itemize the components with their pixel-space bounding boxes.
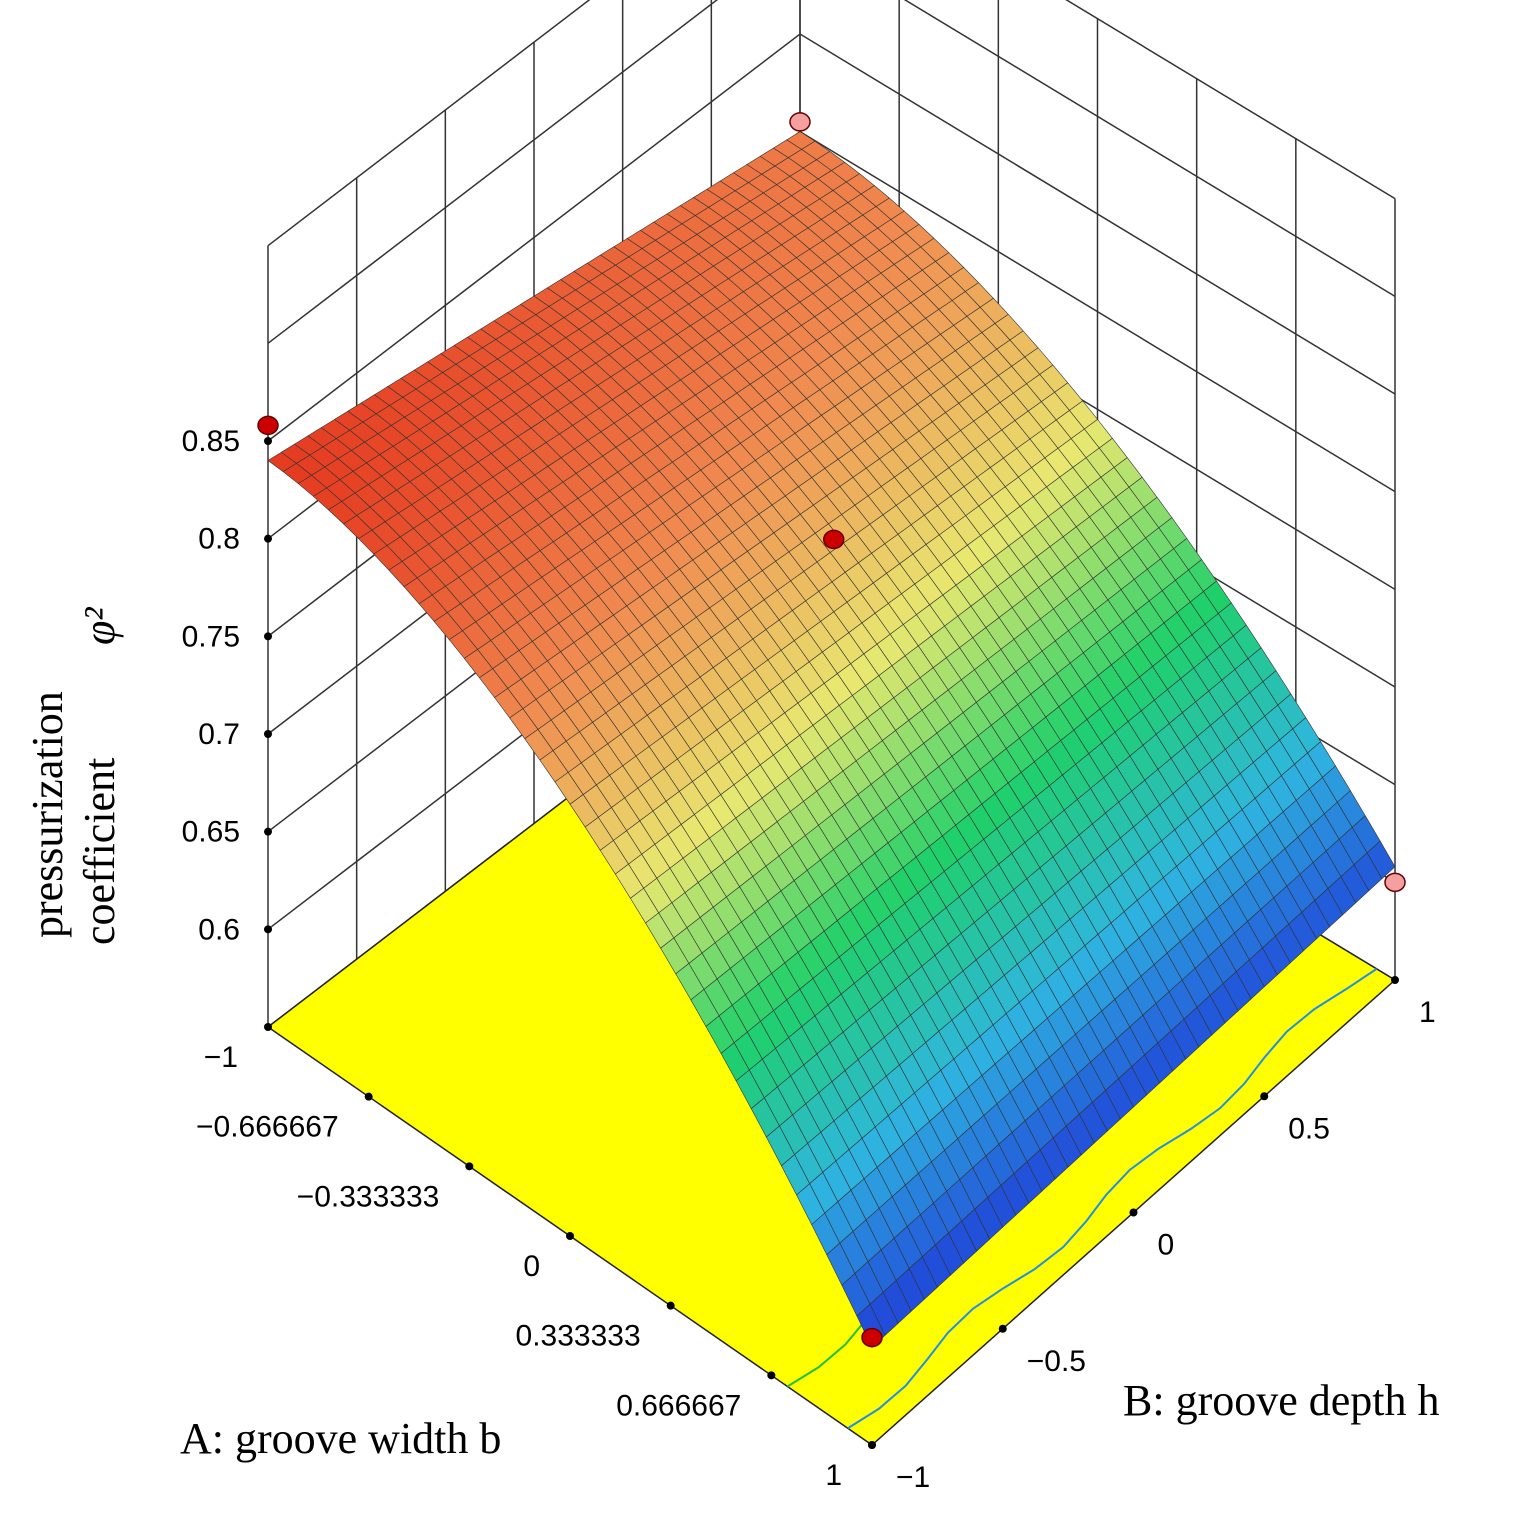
- wall-gridline: [267, 33, 1396, 442]
- x-tick-label: −0.666667: [196, 1111, 339, 1144]
- z-tick-label: 0.7: [198, 718, 240, 751]
- x-tick-mark: [666, 1301, 675, 1310]
- y-tick-label: −0.5: [1027, 1345, 1086, 1378]
- axis-ticks: 0.6 0.65 0.7 0.75 0.8 0.85 −1 −0.666667 −0.33333…: [182, 425, 1436, 1494]
- y-tick-label: 1: [1419, 996, 1436, 1029]
- z-tick-label: 0.85: [182, 425, 240, 458]
- wall-gridline: [267, 0, 1396, 247]
- floor-contour: [847, 968, 1378, 1430]
- design-points: [257, 112, 1406, 1348]
- y-tick-label: 0: [1158, 1229, 1175, 1262]
- y-tick-mark: [868, 1441, 876, 1449]
- x-tick-label: −0.333333: [297, 1180, 440, 1213]
- x-tick-label: 0.333333: [516, 1320, 641, 1353]
- z-tick-mark: [264, 534, 272, 543]
- y-tick-mark: [1260, 1092, 1269, 1101]
- response-surface: [267, 131, 1396, 1348]
- x-tick-mark: [465, 1162, 474, 1171]
- z-axis-title-symbol: φ²: [75, 607, 124, 645]
- y-tick-mark: [998, 1324, 1007, 1333]
- x-tick-mark: [566, 1232, 574, 1240]
- z-tick-label: 0.8: [198, 523, 240, 556]
- z-tick-mark: [264, 827, 272, 836]
- y-tick-mark: [1391, 976, 1399, 984]
- z-tick-mark: [264, 925, 272, 934]
- x-tick-label: 0: [523, 1250, 540, 1283]
- z-tick-label: 0.6: [198, 913, 240, 946]
- z-axis-title-line1: pressurization: [23, 691, 72, 938]
- z-tick-mark: [264, 632, 272, 641]
- y-tick-mark: [1129, 1208, 1138, 1217]
- z-tick-label: 0.75: [182, 620, 240, 653]
- x-tick-mark: [264, 1023, 272, 1031]
- x-tick-mark: [364, 1092, 373, 1101]
- y-tick-label: 0.5: [1288, 1112, 1330, 1145]
- design-point: [789, 112, 811, 132]
- design-point: [861, 1327, 883, 1348]
- z-axis-title-line2: coefficient: [75, 758, 124, 945]
- x-tick-label: −1: [204, 1041, 238, 1074]
- wall-gridline: [267, 0, 1396, 344]
- surface-cell: [267, 451, 297, 472]
- design-point: [257, 415, 279, 436]
- z-tick-label: 0.65: [182, 816, 240, 849]
- z-tick-mark: [264, 730, 272, 738]
- x-axis-title: A: groove width b: [180, 1414, 501, 1463]
- design-point: [1384, 872, 1406, 893]
- x-tick-mark: [767, 1371, 776, 1380]
- x-tick-label: 0.666667: [616, 1389, 741, 1422]
- design-point: [823, 529, 845, 550]
- y-axis-title: B: groove depth h: [1123, 1376, 1440, 1425]
- y-tick-label: −1: [896, 1461, 930, 1494]
- z-tick-mark: [264, 437, 272, 445]
- x-tick-label: 1: [825, 1459, 842, 1492]
